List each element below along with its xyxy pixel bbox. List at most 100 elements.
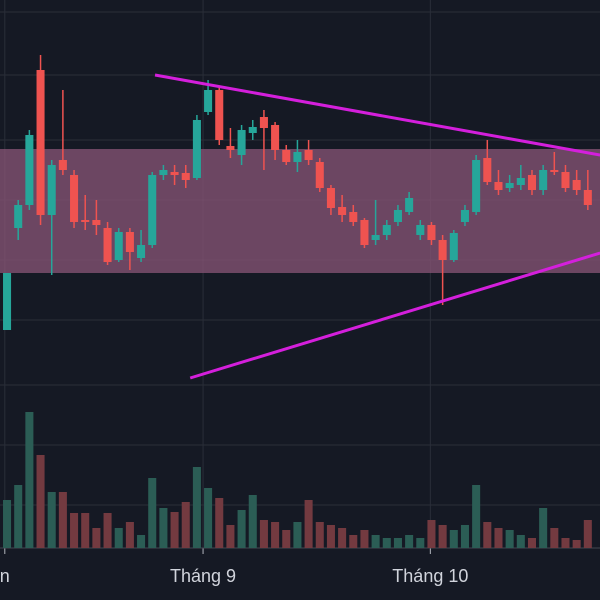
candle-body [259, 117, 268, 128]
candle-body [181, 173, 190, 180]
volume-bar [47, 492, 56, 548]
candle-body [248, 127, 257, 133]
candle-body [47, 165, 56, 215]
candle-body [561, 172, 570, 188]
candle-body [494, 182, 503, 190]
volume-bar [416, 538, 425, 548]
candle-body [393, 210, 402, 222]
volume-bar [472, 485, 481, 548]
candle-body [527, 175, 537, 190]
candle-body [460, 210, 469, 222]
volume-bar [338, 528, 347, 548]
volume-bar [181, 502, 190, 548]
x-tick-label: Tháng 9 [170, 566, 236, 586]
volume-bar [3, 500, 12, 548]
candle-body [3, 273, 12, 330]
volume-bar [81, 513, 90, 548]
candle-body [483, 158, 492, 182]
candle-body [371, 235, 380, 240]
volume-bar [282, 530, 291, 548]
band [0, 149, 600, 273]
candle-body [92, 220, 101, 225]
candle-body [36, 70, 45, 215]
candle-body [271, 125, 280, 150]
volume-bar [92, 528, 101, 548]
volume-bar [215, 498, 224, 548]
volume-bar [405, 535, 414, 548]
volume-bar [170, 512, 179, 548]
volume-bar [561, 538, 570, 548]
candle-body [58, 160, 67, 170]
candle-body [427, 225, 436, 240]
candle-body [326, 188, 335, 208]
volume-bar [516, 535, 525, 548]
candle-body [293, 152, 302, 162]
volume-bar [248, 495, 257, 548]
candle-body [159, 170, 168, 175]
volume-bar [103, 513, 112, 548]
candle-body [137, 245, 146, 258]
candle-body [204, 90, 213, 112]
candle-body [349, 212, 358, 222]
candle-body [449, 233, 458, 260]
volume-bar [293, 522, 302, 548]
candle-body [114, 232, 123, 260]
volume-bar [14, 485, 23, 548]
volume-bar [204, 488, 213, 548]
volume-bar [70, 513, 79, 548]
candle-body [237, 130, 246, 155]
candle-body [304, 150, 313, 160]
volume-bar [572, 540, 581, 548]
candle-body [125, 232, 134, 252]
volume-bar [483, 522, 492, 548]
volume-bar [137, 535, 146, 548]
volume-bar [271, 522, 280, 548]
volume-bar [125, 522, 134, 548]
volume-bar [148, 478, 157, 548]
x-tick-label: n [0, 566, 10, 586]
candle-body [583, 190, 592, 205]
volume-bar [393, 538, 402, 548]
candle-body [192, 120, 201, 178]
candle-body [103, 228, 112, 262]
volume-bar [259, 520, 268, 548]
candle-body [70, 175, 79, 222]
volume-bar [539, 508, 548, 548]
volume-bar [550, 528, 559, 548]
candle-body [505, 183, 514, 188]
volume-bar [25, 412, 34, 548]
volume-bar [192, 467, 201, 548]
trendline [154, 73, 600, 157]
x-tick-label: Tháng 10 [392, 566, 468, 586]
volume-bar [371, 535, 380, 548]
volume-bar [349, 535, 358, 548]
candle-body [405, 198, 414, 212]
candle-body [315, 162, 324, 188]
candle-body [25, 135, 34, 205]
volume-bar [505, 530, 514, 548]
volume-bar [315, 522, 324, 548]
volume-bar [427, 520, 436, 548]
volume-bar [304, 500, 313, 548]
volume-bar [58, 492, 67, 548]
trendline [189, 251, 600, 380]
candle-body [148, 175, 157, 245]
volume-bar [159, 508, 168, 548]
volume-bar [360, 530, 369, 548]
candle-body [170, 172, 179, 175]
volume-bar [382, 538, 391, 548]
candle-body [382, 225, 391, 235]
volume-bar [449, 530, 458, 548]
volume-bar [36, 455, 45, 548]
volume-bar [583, 520, 592, 548]
volume-bar [114, 528, 123, 548]
candle-body [572, 180, 581, 190]
candle-body [81, 220, 90, 222]
volume-bar [494, 528, 503, 548]
candle-body [472, 160, 481, 212]
candle-body [438, 240, 447, 260]
volume-bar [527, 538, 537, 548]
candle-body [282, 150, 291, 162]
